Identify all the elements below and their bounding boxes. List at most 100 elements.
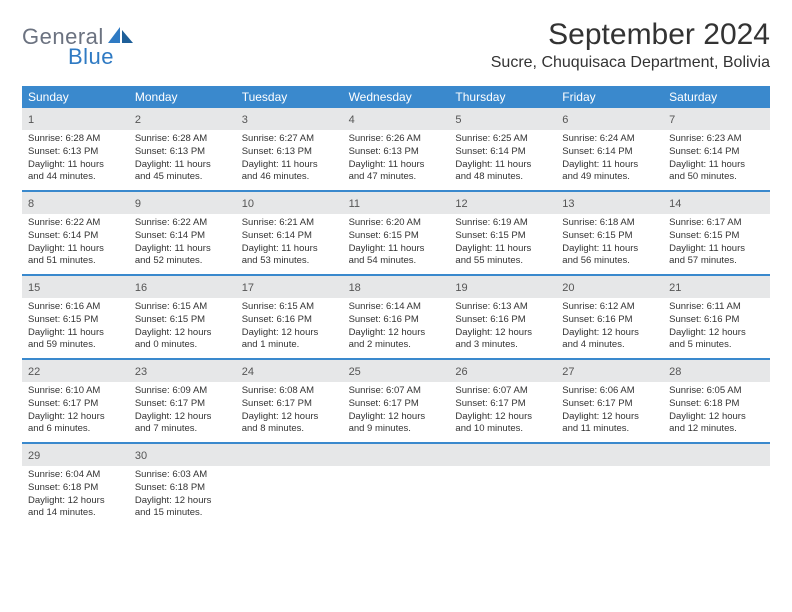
day-number: 20 (562, 282, 574, 294)
day-number-row: 11 (343, 192, 450, 214)
day2-text: and 49 minutes. (562, 171, 657, 184)
sunset-text: Sunset: 6:17 PM (28, 398, 123, 411)
day1-text: Daylight: 12 hours (135, 327, 230, 340)
day-number-row: 28 (663, 360, 770, 382)
day-body: Sunrise: 6:09 AMSunset: 6:17 PMDaylight:… (129, 382, 236, 440)
day-number-row: 15 (22, 276, 129, 298)
day1-text: Daylight: 12 hours (349, 327, 444, 340)
day-number: 14 (669, 198, 681, 210)
day-number: 13 (562, 198, 574, 210)
day-body: Sunrise: 6:15 AMSunset: 6:16 PMDaylight:… (236, 298, 343, 356)
day-number: 4 (349, 114, 355, 126)
day-body: Sunrise: 6:21 AMSunset: 6:14 PMDaylight:… (236, 214, 343, 272)
sunset-text: Sunset: 6:14 PM (28, 230, 123, 243)
week-row: 8Sunrise: 6:22 AMSunset: 6:14 PMDaylight… (22, 192, 770, 276)
weekday-header: Wednesday (343, 86, 450, 108)
day-body: Sunrise: 6:08 AMSunset: 6:17 PMDaylight:… (236, 382, 343, 440)
day-number-row: 4 (343, 108, 450, 130)
sunset-text: Sunset: 6:15 PM (562, 230, 657, 243)
day-cell: 6Sunrise: 6:24 AMSunset: 6:14 PMDaylight… (556, 108, 663, 190)
sunset-text: Sunset: 6:14 PM (562, 146, 657, 159)
day-number-row: 17 (236, 276, 343, 298)
day1-text: Daylight: 12 hours (242, 411, 337, 424)
day1-text: Daylight: 11 hours (242, 243, 337, 256)
week-row: 15 Sunrise: 6:16 AMSunset: 6:15 PMDayligh… (22, 276, 770, 360)
day-body: Sunrise: 6:20 AMSunset: 6:15 PMDaylight:… (343, 214, 450, 272)
day-body: Sunrise: 6:22 AMSunset: 6:14 PMDaylight:… (22, 214, 129, 272)
day2-text: and 15 minutes. (135, 507, 230, 520)
week-row: 22Sunrise: 6:10 AMSunset: 6:17 PMDayligh… (22, 360, 770, 444)
sunset-text: Sunset: 6:14 PM (135, 230, 230, 243)
day1-text: Daylight: 12 hours (349, 411, 444, 424)
weekday-header: Saturday (663, 86, 770, 108)
sunset-text: Sunset: 6:16 PM (669, 314, 764, 327)
day-number: 1 (28, 114, 34, 126)
day-cell (343, 444, 450, 526)
day-number: 18 (349, 282, 361, 294)
day-body (556, 466, 663, 516)
day-cell (236, 444, 343, 526)
sunrise-text: Sunrise: 6:13 AM (455, 301, 550, 314)
day2-text: and 44 minutes. (28, 171, 123, 184)
day-body: Sunrise: 6:07 AMSunset: 6:17 PMDaylight:… (343, 382, 450, 440)
day1-text: Daylight: 12 hours (669, 411, 764, 424)
day-number: 9 (135, 198, 141, 210)
sunset-text: Sunset: 6:13 PM (28, 146, 123, 159)
day-body: Sunrise: 6:15 AMSunset: 6:15 PMDaylight:… (129, 298, 236, 356)
sunset-text: Sunset: 6:17 PM (242, 398, 337, 411)
day-number-row: 27 (556, 360, 663, 382)
day-number: 11 (349, 198, 360, 210)
day-cell: 10Sunrise: 6:21 AMSunset: 6:14 PMDayligh… (236, 192, 343, 274)
sunset-text: Sunset: 6:14 PM (669, 146, 764, 159)
day-cell (663, 444, 770, 526)
day-number-row: 23 (129, 360, 236, 382)
sunrise-text: Sunrise: 6:22 AM (28, 217, 123, 230)
day-number: 8 (28, 198, 34, 210)
day2-text: and 6 minutes. (28, 423, 123, 436)
day-cell: 9Sunrise: 6:22 AMSunset: 6:14 PMDaylight… (129, 192, 236, 274)
sunset-text: Sunset: 6:14 PM (242, 230, 337, 243)
day2-text: and 14 minutes. (28, 507, 123, 520)
sunset-text: Sunset: 6:16 PM (562, 314, 657, 327)
sunset-text: Sunset: 6:15 PM (455, 230, 550, 243)
day-cell: 24Sunrise: 6:08 AMSunset: 6:17 PMDayligh… (236, 360, 343, 442)
day-body: Sunrise: 6:03 AMSunset: 6:18 PMDaylight:… (129, 466, 236, 524)
sunrise-text: Sunrise: 6:26 AM (349, 133, 444, 146)
day-cell: 12Sunrise: 6:19 AMSunset: 6:15 PMDayligh… (449, 192, 556, 274)
month-title: September 2024 (491, 18, 770, 52)
day2-text: and 55 minutes. (455, 255, 550, 268)
day-cell: 28Sunrise: 6:05 AMSunset: 6:18 PMDayligh… (663, 360, 770, 442)
day1-text: Daylight: 11 hours (28, 327, 123, 340)
day-number: 25 (349, 366, 361, 378)
day-body: Sunrise: 6:16 AMSunset: 6:15 PMDaylight:… (22, 298, 129, 356)
day2-text: and 47 minutes. (349, 171, 444, 184)
day-cell: 18Sunrise: 6:14 AMSunset: 6:16 PMDayligh… (343, 276, 450, 358)
day-number-row (343, 444, 450, 466)
day-body: Sunrise: 6:17 AMSunset: 6:15 PMDaylight:… (663, 214, 770, 272)
day-number: 29 (28, 450, 40, 462)
day-body: Sunrise: 6:28 AMSunset: 6:13 PMDaylight:… (129, 130, 236, 188)
sunset-text: Sunset: 6:17 PM (455, 398, 550, 411)
day-cell: 26Sunrise: 6:07 AMSunset: 6:17 PMDayligh… (449, 360, 556, 442)
day-number: 26 (455, 366, 467, 378)
day-cell: 15 Sunrise: 6:16 AMSunset: 6:15 PMDayligh… (22, 276, 129, 358)
day-number-row: 21 (663, 276, 770, 298)
day1-text: Daylight: 11 hours (28, 243, 123, 256)
day-number: 15 (28, 282, 40, 294)
sunrise-text: Sunrise: 6:09 AM (135, 385, 230, 398)
day-number-row: 8 (22, 192, 129, 214)
sunset-text: Sunset: 6:16 PM (349, 314, 444, 327)
day1-text: Daylight: 11 hours (455, 243, 550, 256)
day-cell: 13Sunrise: 6:18 AMSunset: 6:15 PMDayligh… (556, 192, 663, 274)
sunrise-text: Sunrise: 6:28 AM (28, 133, 123, 146)
day-cell: 8 Sunrise: 6:22 AMSunset: 6:14 PMDaylight… (22, 192, 129, 274)
day-cell: 3Sunrise: 6:27 AMSunset: 6:13 PMDaylight… (236, 108, 343, 190)
sunset-text: Sunset: 6:13 PM (135, 146, 230, 159)
day-body (663, 466, 770, 516)
day-number: 16 (135, 282, 147, 294)
day1-text: Daylight: 11 hours (349, 243, 444, 256)
sunrise-text: Sunrise: 6:24 AM (562, 133, 657, 146)
day1-text: Daylight: 12 hours (28, 495, 123, 508)
day2-text: and 10 minutes. (455, 423, 550, 436)
day-cell: 20Sunrise: 6:12 AMSunset: 6:16 PMDayligh… (556, 276, 663, 358)
